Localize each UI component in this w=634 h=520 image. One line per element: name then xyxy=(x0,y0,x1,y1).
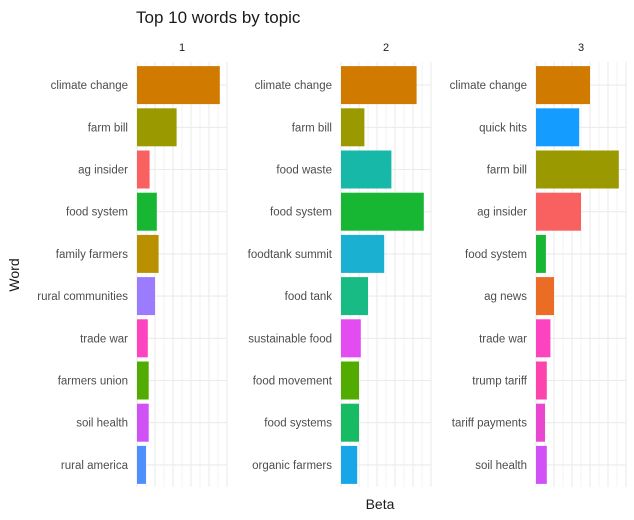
facet-panel: 3 climate change quick hits farm bill ag ins… xyxy=(450,42,627,487)
bar xyxy=(536,361,547,400)
bar xyxy=(536,192,581,231)
y-tick-label: family farmers xyxy=(56,249,128,261)
bar xyxy=(137,361,149,400)
y-tick-label: climate change xyxy=(255,80,332,92)
bar xyxy=(536,150,619,189)
y-tick-label: food system xyxy=(270,207,332,219)
facet-strip-label: 1 xyxy=(179,42,185,54)
chart-title: Top 10 words by topic xyxy=(136,8,301,27)
bar xyxy=(536,108,580,147)
bar xyxy=(341,234,385,273)
y-tick-label: quick hits xyxy=(479,122,527,134)
bar xyxy=(341,319,361,358)
bar xyxy=(341,403,359,442)
y-tick-label: farm bill xyxy=(292,122,332,134)
bar xyxy=(341,192,424,231)
bar xyxy=(536,234,546,273)
y-tick-label: food systems xyxy=(264,418,332,430)
y-tick-label: sustainable food xyxy=(248,333,332,345)
y-tick-label: organic farmers xyxy=(252,460,332,472)
bar xyxy=(536,403,545,442)
y-tick-label: ag news xyxy=(484,291,527,303)
y-tick-label: trump tariff xyxy=(472,376,528,388)
y-tick-label: tariff payments xyxy=(452,418,527,430)
y-tick-label: soil health xyxy=(475,460,527,472)
bar xyxy=(536,319,551,358)
y-tick-label: ag insider xyxy=(78,165,128,177)
bar xyxy=(137,234,159,273)
y-tick-label: food system xyxy=(465,249,527,261)
bar xyxy=(341,150,392,189)
bar xyxy=(341,277,368,316)
y-tick-label: food system xyxy=(66,207,128,219)
bar xyxy=(536,445,547,484)
bar xyxy=(341,66,417,105)
y-tick-label: ag insider xyxy=(477,207,527,219)
facet-panel: 2 climate change farm bill food waste food s… xyxy=(248,42,432,487)
y-tick-label: food waste xyxy=(276,165,332,177)
y-tick-label: farmers union xyxy=(58,376,128,388)
bar xyxy=(536,277,554,316)
y-tick-label: climate change xyxy=(450,80,527,92)
bar xyxy=(137,108,177,147)
facet-strip-label: 2 xyxy=(383,42,389,54)
y-tick-label: foodtank summit xyxy=(248,249,333,261)
y-tick-label: farm bill xyxy=(487,165,527,177)
bar xyxy=(137,403,149,442)
y-axis-label: Word xyxy=(6,258,22,291)
y-tick-label: rural communities xyxy=(37,291,128,303)
y-tick-label: food movement xyxy=(253,376,333,388)
bar xyxy=(341,361,359,400)
bar xyxy=(137,66,220,105)
bar xyxy=(341,445,358,484)
y-tick-label: food tank xyxy=(285,291,333,303)
facet-strip-label: 3 xyxy=(578,42,584,54)
y-tick-label: farm bill xyxy=(88,122,128,134)
bar xyxy=(137,445,146,484)
y-tick-label: rural america xyxy=(61,460,129,472)
bar xyxy=(137,277,155,316)
bar xyxy=(536,66,590,105)
y-tick-label: trade war xyxy=(80,333,128,345)
y-tick-label: soil health xyxy=(76,418,128,430)
bar xyxy=(341,108,365,147)
bar xyxy=(137,150,150,189)
bar xyxy=(137,192,157,231)
y-tick-label: climate change xyxy=(51,80,128,92)
x-axis-label: Beta xyxy=(366,496,395,512)
bar xyxy=(137,319,148,358)
facet-panel: 1 climate change farm bill ag insider food s… xyxy=(37,42,228,487)
y-tick-label: trade war xyxy=(479,333,527,345)
facets-layer: 1 climate change farm bill ag insider food s… xyxy=(37,42,627,487)
